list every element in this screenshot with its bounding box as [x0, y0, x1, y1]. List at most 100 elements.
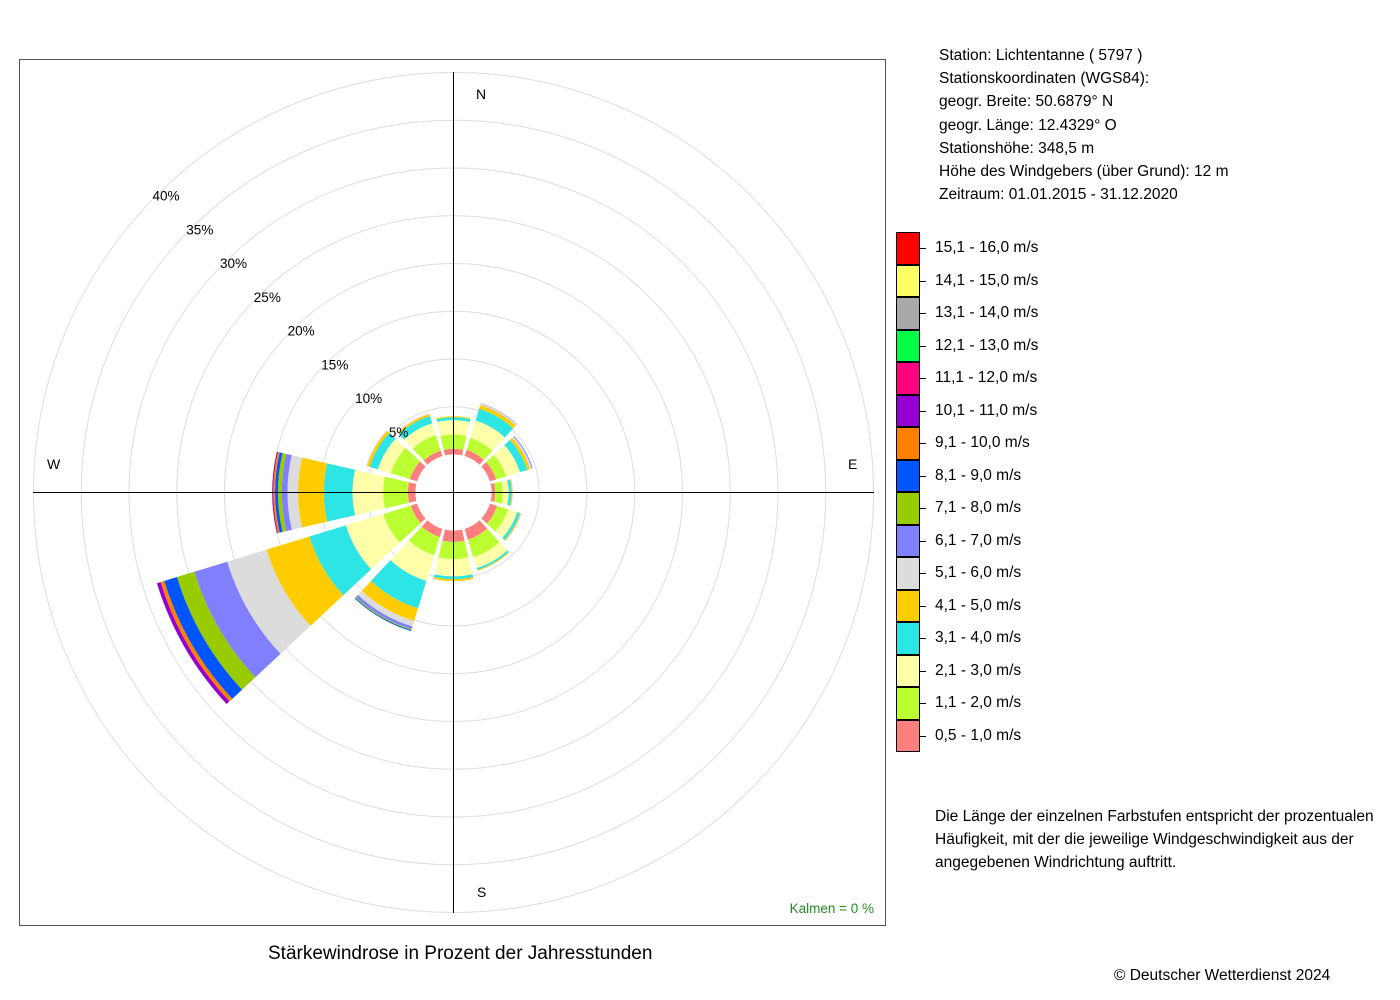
- legend-swatch: [896, 329, 920, 362]
- sector-150-class-1: [467, 528, 500, 558]
- sector-90-class-4: [510, 479, 513, 506]
- sector-300-class-3: [369, 432, 396, 470]
- sector-240-class-7: [176, 571, 256, 690]
- axes: [33, 72, 874, 913]
- sector-90-class-5: [511, 479, 513, 506]
- sector-30-class-3: [475, 408, 514, 438]
- sector-240-class-2: [345, 513, 400, 570]
- sector-210-class-5: [357, 590, 415, 627]
- radial-tick-label-5: 5%: [389, 425, 409, 440]
- sector-300-class-0: [409, 461, 426, 482]
- sector-240-class-3: [309, 525, 372, 596]
- radial-tick-label-10: 10%: [355, 391, 382, 406]
- sector-240-class-1: [383, 505, 421, 543]
- legend-swatch: [896, 427, 920, 460]
- legend-label: 9,1 - 10,0 m/s: [935, 434, 1030, 451]
- legend-tick: [920, 248, 926, 249]
- legend-label: 8,1 - 9,0 m/s: [935, 466, 1022, 484]
- legend-label: 4,1 - 5,0 m/s: [935, 596, 1022, 614]
- legend-label: 0,5 - 1,0 m/s: [935, 726, 1022, 744]
- sector-60-class-5: [512, 436, 532, 470]
- sector-210-class-4: [361, 581, 419, 622]
- legend-label: 13,1 - 14,0 m/s: [935, 304, 1039, 321]
- sector-30-class-2: [470, 420, 505, 451]
- legend-label: 3,1 - 4,0 m/s: [935, 629, 1022, 646]
- legend-item: 12,1 - 13,0 m/s: [896, 329, 1096, 362]
- legend-tick: [920, 703, 926, 704]
- legend-tick: [920, 735, 926, 737]
- legend-tick: [920, 573, 926, 574]
- time-period: Zeitraum: 01.01.2015 - 31.12.2020: [939, 186, 1178, 204]
- legend-swatch: [896, 687, 920, 720]
- sector-330-class-2: [404, 423, 436, 449]
- sector-30-class-5: [480, 403, 517, 426]
- legend-tick: [920, 345, 926, 347]
- legend-swatch: [896, 264, 920, 297]
- legend-swatch: [896, 232, 920, 265]
- legend-swatch: [896, 589, 920, 622]
- legend-tick: [920, 605, 926, 607]
- calm-label: Kalmen = 0 %: [790, 901, 874, 916]
- sector-120-class-4: [504, 512, 521, 541]
- legend-tick: [920, 410, 926, 412]
- legend-item: 11,1 - 12,0 m/s: [896, 362, 1096, 395]
- legend-item: 2,1 - 3,0 m/s: [896, 654, 1096, 687]
- sector-240-class-9: [160, 580, 233, 702]
- sector-120-class-3: [502, 511, 520, 540]
- station-name: Station: Lichtentanne ( 5797 ): [939, 47, 1143, 64]
- sector-300-class-1: [390, 447, 421, 480]
- legend-label: 12,1 - 13,0 m/s: [935, 336, 1039, 354]
- legend-item: 7,1 - 8,0 m/s: [896, 492, 1096, 525]
- sector-210-class-0: [421, 520, 443, 538]
- radial-tick-labels: 5% 10% 15% 20% 25% 30% 35% 40%: [153, 189, 409, 440]
- sector-120-class-2: [495, 509, 518, 538]
- legend-label: 14,1 - 15,0 m/s: [935, 271, 1039, 289]
- sector-120-class-0: [481, 503, 498, 524]
- legend-tick: [920, 443, 926, 444]
- legend-swatch: [896, 394, 920, 427]
- radial-tick-label-40: 40%: [153, 189, 180, 204]
- sector-240-class-5: [227, 549, 311, 654]
- sector-0-class-4: [436, 416, 471, 420]
- sector-30-class-1: [466, 437, 493, 460]
- sector-330-class-0: [423, 450, 443, 465]
- sector-330-class-3: [398, 415, 433, 440]
- legend-tick: [920, 475, 926, 477]
- legend-item: 10,1 - 11,0 m/s: [896, 394, 1096, 427]
- sector-270-class-10: [272, 451, 278, 534]
- legend-label: 11,1 - 12,0 m/s: [935, 369, 1038, 386]
- direction-label-n: N: [476, 86, 486, 102]
- radial-tick-label-15: 15%: [321, 357, 348, 372]
- legend-tick: [920, 378, 926, 379]
- sector-330-class-5: [396, 413, 430, 433]
- sector-150-class-0: [464, 520, 488, 540]
- legend-tick: [920, 638, 926, 639]
- sector-300-class-4: [366, 430, 390, 467]
- radial-tick-label-25: 25%: [254, 290, 281, 305]
- radial-tick-label-20: 20%: [288, 324, 315, 339]
- legend-item: 3,1 - 4,0 m/s: [896, 622, 1096, 655]
- sector-180-class-4: [433, 576, 474, 582]
- sector-60-class-4: [509, 437, 531, 470]
- sector-270-class-9: [273, 451, 280, 534]
- sector-150-class-2: [473, 541, 508, 569]
- sector-270-class-8: [275, 452, 283, 533]
- radial-tick-label-35: 35%: [186, 222, 213, 237]
- legend-item: 5,1 - 6,0 m/s: [896, 557, 1096, 590]
- legend-label: 2,1 - 3,0 m/s: [935, 661, 1022, 679]
- station-longitude: geogr. Länge: 12.4329° O: [939, 116, 1117, 134]
- legend-tick: [920, 280, 926, 282]
- legend-label: 5,1 - 6,0 m/s: [935, 564, 1022, 581]
- radial-tick-label-30: 30%: [220, 256, 247, 271]
- legend-swatch: [896, 459, 920, 492]
- sector-210-class-2: [390, 540, 435, 581]
- direction-label-e: E: [848, 456, 857, 472]
- legend-swatch: [896, 297, 920, 330]
- sector-270-class-7: [277, 453, 287, 532]
- legend-item: 15,1 - 16,0 m/s: [896, 232, 1096, 265]
- sector-120-class-1: [486, 505, 509, 532]
- sector-60-class-6: [513, 435, 533, 469]
- legend-swatch: [896, 719, 920, 752]
- sector-150-class-4: [477, 551, 510, 571]
- sector-120-class-5: [505, 513, 522, 542]
